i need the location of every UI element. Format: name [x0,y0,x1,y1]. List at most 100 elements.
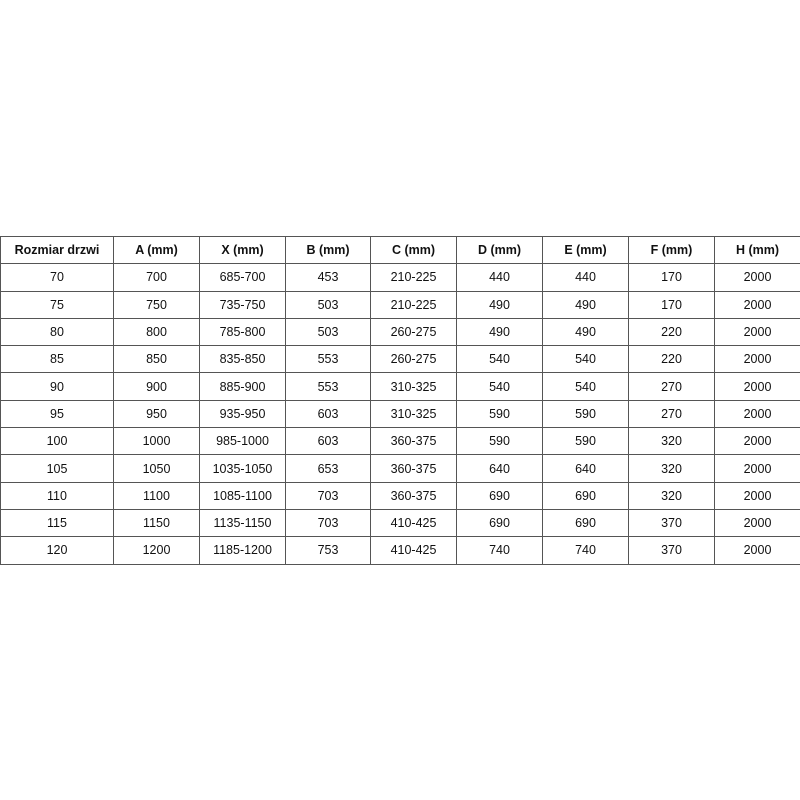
table-cell: 1135-1150 [199,508,286,538]
table-cell: 360-375 [370,427,457,456]
table-cell: 690 [542,508,629,538]
table-cell: 370 [628,508,715,538]
table-cell: 900 [113,372,200,401]
table-cell: 753 [285,536,371,565]
column-header: F (mm) [628,235,715,265]
table-cell: 320 [628,454,715,483]
table-cell: 210-225 [370,263,457,292]
table-cell: 690 [456,481,543,510]
table-cell: 950 [113,399,200,429]
table-cell: 110 [0,481,114,510]
table-cell: 2000 [714,345,800,374]
table-cell: 590 [542,427,629,456]
table-cell: 115 [0,508,114,538]
table-cell: 453 [285,263,371,292]
table-cell: 540 [456,345,543,374]
table-cell: 210-225 [370,290,457,319]
table-cell: 1150 [113,508,200,538]
table-cell: 100 [0,427,114,456]
table-cell: 985-1000 [199,427,286,456]
table-cell: 120 [0,536,114,565]
table-cell: 603 [285,427,371,456]
column-header: Rozmiar drzwi [0,235,114,265]
column-header: A (mm) [113,235,200,265]
table-cell: 95 [0,399,114,429]
table-cell: 2000 [714,481,800,510]
table-cell: 80 [0,317,114,347]
table-cell: 1085-1100 [199,481,286,510]
dimensions-table: Rozmiar drzwi A (mm) X (mm) B (mm) C (mm) D (… [0,235,800,565]
table-cell: 785-800 [199,317,286,347]
table-cell: 310-325 [370,372,457,401]
table-cell: 690 [542,481,629,510]
table-cell: 440 [456,263,543,292]
table-cell: 590 [456,399,543,429]
table-cell: 540 [456,372,543,401]
table-cell: 800 [113,317,200,347]
table-cell: 885-900 [199,372,286,401]
table-row: 110 1100 1085-1100 703 360-375 690 690 320 2000 [0,481,800,510]
table-cell: 170 [628,290,715,319]
table-cell: 260-275 [370,345,457,374]
table-row: 100 1000 985-1000 603 360-375 590 590 320 2000 [0,427,800,456]
table-cell: 740 [456,536,543,565]
table-cell: 270 [628,372,715,401]
table-row: 85 850 835-850 553 260-275 540 540 220 2000 [0,345,800,374]
table-row: 115 1150 1135-1150 703 410-425 690 690 370 2000 [0,508,800,538]
header-row: Rozmiar drzwi A (mm) X (mm) B (mm) C (mm) D (… [0,235,800,265]
table-row: 95 950 935-950 603 310-325 590 590 270 2000 [0,399,800,429]
table-cell: 490 [456,317,543,347]
table-cell: 490 [456,290,543,319]
table-cell: 740 [542,536,629,565]
table-cell: 70 [0,263,114,292]
table-row: 105 1050 1035-1050 653 360-375 640 640 320 2000 [0,454,800,483]
table-cell: 703 [285,481,371,510]
table-cell: 2000 [714,536,800,565]
table-cell: 703 [285,508,371,538]
table-cell: 1185-1200 [199,536,286,565]
table-cell: 105 [0,454,114,483]
table-row: 90 900 885-900 553 310-325 540 540 270 2000 [0,372,800,401]
table-cell: 2000 [714,399,800,429]
table-cell: 2000 [714,263,800,292]
table-cell: 553 [285,345,371,374]
table-cell: 220 [628,345,715,374]
table-cell: 1000 [113,427,200,456]
table-cell: 2000 [714,290,800,319]
table-cell: 2000 [714,454,800,483]
table-cell: 2000 [714,372,800,401]
table-cell: 270 [628,399,715,429]
table-cell: 2000 [714,317,800,347]
table-row: 70 700 685-700 453 210-225 440 440 170 2000 [0,263,800,292]
table-cell: 2000 [714,427,800,456]
table-cell: 735-750 [199,290,286,319]
table-cell: 360-375 [370,481,457,510]
table-cell: 750 [113,290,200,319]
table-cell: 553 [285,372,371,401]
table-cell: 935-950 [199,399,286,429]
table-cell: 320 [628,427,715,456]
table-cell: 1200 [113,536,200,565]
table-cell: 85 [0,345,114,374]
table-cell: 220 [628,317,715,347]
table-cell: 685-700 [199,263,286,292]
table-cell: 440 [542,263,629,292]
column-header: X (mm) [199,235,286,265]
table-cell: 370 [628,536,715,565]
table-cell: 170 [628,263,715,292]
table-cell: 835-850 [199,345,286,374]
table-cell: 540 [542,345,629,374]
table-cell: 490 [542,317,629,347]
column-header: D (mm) [456,235,543,265]
table-row: 75 750 735-750 503 210-225 490 490 170 2000 [0,290,800,319]
table-cell: 690 [456,508,543,538]
table-cell: 320 [628,481,715,510]
table-cell: 540 [542,372,629,401]
table-cell: 90 [0,372,114,401]
column-header: E (mm) [542,235,629,265]
table-cell: 1035-1050 [199,454,286,483]
table-cell: 360-375 [370,454,457,483]
table-cell: 850 [113,345,200,374]
table-cell: 2000 [714,508,800,538]
table-row: 80 800 785-800 503 260-275 490 490 220 2000 [0,317,800,347]
